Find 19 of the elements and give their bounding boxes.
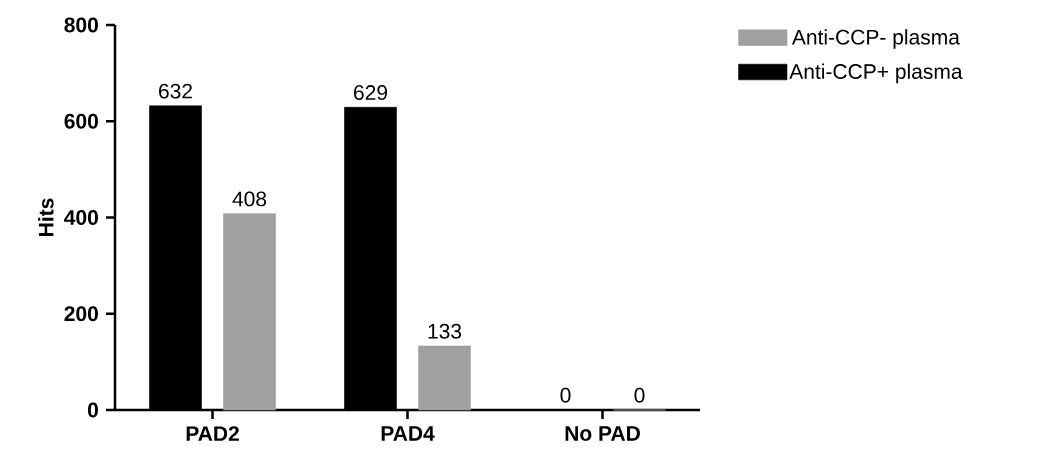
y-tick-label: 800 bbox=[64, 17, 98, 33]
y-axis-title: Hits bbox=[38, 198, 54, 236]
y-tick-label: 200 bbox=[64, 306, 98, 322]
data-label: 0 bbox=[634, 387, 645, 403]
y-tick-label: 0 bbox=[87, 402, 98, 418]
data-label: 408 bbox=[232, 191, 267, 207]
x-tick-label: PAD4 bbox=[381, 426, 435, 441]
legend-label: Anti-CCP- plasma bbox=[791, 29, 960, 49]
data-label: 133 bbox=[428, 323, 462, 339]
legend-label: Anti-CCP+ plasma bbox=[789, 63, 963, 84]
y-tick-label: 400 bbox=[64, 210, 98, 225]
data-label: 0 bbox=[560, 387, 571, 403]
bar bbox=[223, 213, 276, 411]
x-tick-label: PAD2 bbox=[186, 426, 239, 441]
y-tick-label: 600 bbox=[64, 113, 98, 129]
bar bbox=[418, 345, 471, 411]
data-label: 632 bbox=[159, 83, 192, 99]
x-tick-label: No PAD bbox=[565, 426, 640, 441]
data-label: 629 bbox=[354, 85, 388, 100]
